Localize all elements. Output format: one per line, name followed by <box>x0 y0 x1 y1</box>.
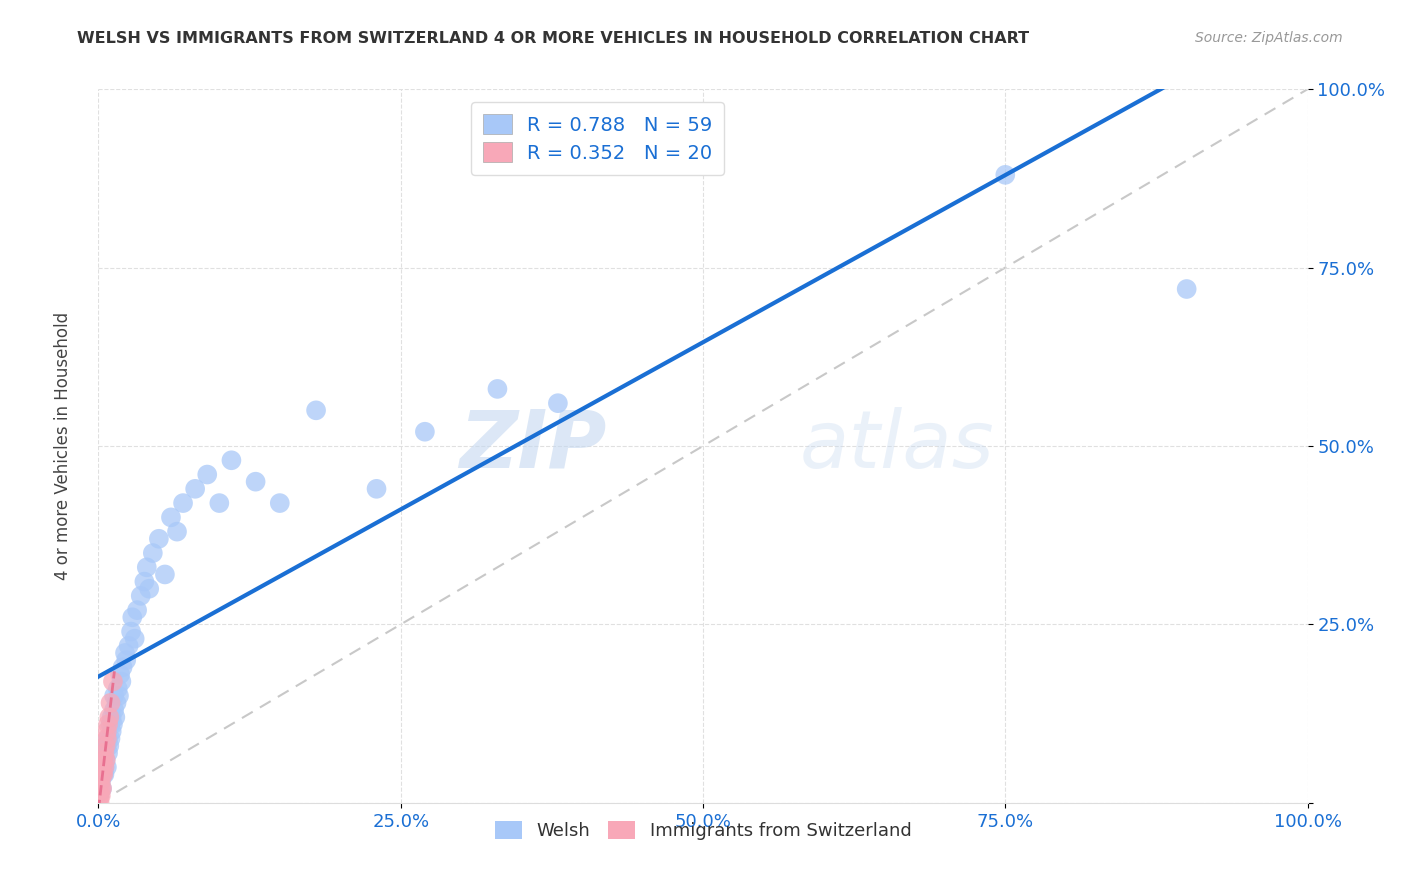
Point <box>93 746 115 760</box>
Point <box>98 710 121 724</box>
Point <box>221 453 243 467</box>
Point <box>91 767 114 781</box>
Point <box>97 746 120 760</box>
Point <box>94 753 117 767</box>
Point <box>1175 282 1198 296</box>
Point <box>413 425 436 439</box>
Point <box>486 382 509 396</box>
Point <box>114 646 136 660</box>
Point <box>305 403 328 417</box>
Point <box>121 610 143 624</box>
Point <box>148 532 170 546</box>
Point <box>93 746 115 760</box>
Point <box>138 582 160 596</box>
Point <box>100 724 122 739</box>
Point <box>127 603 149 617</box>
Point <box>101 674 124 689</box>
Point <box>994 168 1017 182</box>
Point <box>166 524 188 539</box>
Text: ZIP: ZIP <box>458 407 606 485</box>
Point <box>91 753 114 767</box>
Point <box>97 717 120 731</box>
Point <box>91 767 114 781</box>
Point <box>103 689 125 703</box>
Point <box>184 482 207 496</box>
Point <box>91 753 114 767</box>
Point <box>94 739 117 753</box>
Point <box>96 731 118 746</box>
Point <box>91 760 114 774</box>
Point <box>366 482 388 496</box>
Point <box>111 660 134 674</box>
Point <box>90 774 112 789</box>
Point <box>93 760 115 774</box>
Point <box>124 632 146 646</box>
Point <box>108 689 131 703</box>
Point <box>96 724 118 739</box>
Point <box>115 653 138 667</box>
Point <box>91 760 114 774</box>
Point <box>547 396 569 410</box>
Point <box>94 753 117 767</box>
Point <box>208 496 231 510</box>
Point <box>98 739 121 753</box>
Point <box>91 781 114 796</box>
Point <box>245 475 267 489</box>
Point <box>103 703 125 717</box>
Point <box>91 781 114 796</box>
Point <box>97 731 120 746</box>
Point <box>89 796 111 810</box>
Point <box>108 667 131 681</box>
Point <box>93 767 115 781</box>
Point <box>100 710 122 724</box>
Point <box>120 624 142 639</box>
Point <box>100 696 122 710</box>
Point <box>96 739 118 753</box>
Point <box>101 717 124 731</box>
Point <box>269 496 291 510</box>
Point <box>135 560 157 574</box>
Text: atlas: atlas <box>800 407 994 485</box>
Point <box>195 467 218 482</box>
Point <box>129 589 152 603</box>
Point <box>142 546 165 560</box>
Text: Source: ZipAtlas.com: Source: ZipAtlas.com <box>1195 31 1343 45</box>
Point <box>134 574 156 589</box>
Point <box>90 781 112 796</box>
Point <box>153 567 176 582</box>
Legend: Welsh, Immigrants from Switzerland: Welsh, Immigrants from Switzerland <box>488 814 918 847</box>
Point <box>118 639 141 653</box>
Point <box>172 496 194 510</box>
Point <box>107 681 129 696</box>
Point <box>100 731 122 746</box>
Point <box>89 789 111 803</box>
Point <box>90 774 112 789</box>
Point <box>160 510 183 524</box>
Point <box>91 767 114 781</box>
Point <box>93 760 115 774</box>
Point <box>96 760 118 774</box>
Text: WELSH VS IMMIGRANTS FROM SWITZERLAND 4 OR MORE VEHICLES IN HOUSEHOLD CORRELATION: WELSH VS IMMIGRANTS FROM SWITZERLAND 4 O… <box>77 31 1029 46</box>
Point <box>110 674 132 689</box>
Point <box>100 717 122 731</box>
Point <box>104 710 127 724</box>
Text: 4 or more Vehicles in Household: 4 or more Vehicles in Household <box>55 312 72 580</box>
Point <box>94 739 117 753</box>
Point <box>105 696 128 710</box>
Point <box>90 789 112 803</box>
